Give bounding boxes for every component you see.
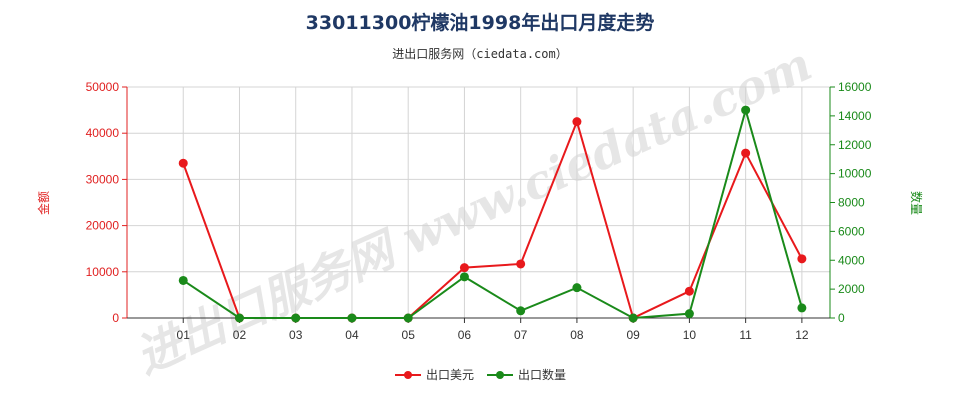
y-axis-label-right: 数量 bbox=[909, 191, 924, 215]
data-point-2 bbox=[797, 303, 807, 313]
right-tick-label: 2000 bbox=[838, 282, 865, 296]
data-point-2 bbox=[178, 275, 188, 285]
data-point-2 bbox=[516, 306, 526, 316]
data-point-2 bbox=[347, 313, 357, 323]
series bbox=[178, 105, 807, 323]
x-tick-label: 04 bbox=[345, 328, 359, 342]
chart-title: 33011300柠檬油1998年出口月度走势 bbox=[306, 11, 655, 34]
data-point-1 bbox=[516, 259, 526, 269]
data-point-1 bbox=[684, 286, 694, 296]
legend-label: 出口数量 bbox=[518, 367, 566, 382]
data-point-2 bbox=[741, 105, 751, 115]
left-tick-label: 0 bbox=[112, 311, 119, 325]
x-tick-label: 07 bbox=[514, 328, 528, 342]
data-point-1 bbox=[797, 254, 807, 264]
x-tick-label: 12 bbox=[795, 328, 809, 342]
x-tick-label: 11 bbox=[739, 328, 752, 342]
x-tick-label: 10 bbox=[683, 328, 697, 342]
grid bbox=[127, 86, 830, 319]
left-tick-label: 10000 bbox=[86, 265, 120, 279]
data-point-1 bbox=[178, 158, 188, 168]
right-tick-label: 4000 bbox=[838, 253, 865, 267]
legend-swatch-marker bbox=[404, 371, 412, 379]
right-tick-label: 0 bbox=[838, 311, 845, 325]
watermark: 进出口服务网 www.ciedata.com bbox=[128, 37, 820, 385]
left-tick-label: 20000 bbox=[86, 219, 120, 233]
data-point-1 bbox=[572, 117, 582, 127]
x-tick-label: 08 bbox=[570, 328, 584, 342]
data-point-1 bbox=[741, 148, 751, 158]
x-tick-label: 02 bbox=[233, 328, 247, 342]
axes: 0 10000 20000 30000 40000 50000 0 2000 4000 6000 8… bbox=[36, 80, 924, 342]
left-tick-label: 50000 bbox=[86, 80, 120, 94]
series-line-2 bbox=[182, 106, 803, 320]
data-point-2 bbox=[291, 313, 301, 323]
right-tick-label: 16000 bbox=[838, 80, 872, 94]
left-tick-label: 40000 bbox=[86, 126, 120, 140]
right-tick-label: 12000 bbox=[838, 138, 872, 152]
left-tick-label: 30000 bbox=[86, 172, 120, 186]
data-point-2 bbox=[403, 313, 413, 323]
x-tick-label: 03 bbox=[289, 328, 303, 342]
data-point-1 bbox=[459, 263, 469, 273]
right-tick-label: 10000 bbox=[838, 167, 872, 181]
data-point-2 bbox=[684, 309, 694, 319]
x-tick-label: 05 bbox=[402, 328, 416, 342]
right-tick-label: 6000 bbox=[838, 224, 865, 238]
data-point-2 bbox=[234, 313, 244, 323]
x-tick-label: 01 bbox=[177, 328, 191, 342]
chart-subtitle: 进出口服务网（ciedata.com） bbox=[392, 46, 567, 61]
x-tick-label: 09 bbox=[626, 328, 640, 342]
y-axis-label-left: 金额 bbox=[36, 191, 51, 215]
legend-label: 出口美元 bbox=[426, 368, 474, 382]
x-tick-label: 06 bbox=[458, 328, 472, 342]
legend-swatch-marker bbox=[496, 371, 504, 379]
data-point-2 bbox=[459, 272, 469, 282]
data-point-2 bbox=[572, 283, 582, 293]
right-tick-label: 8000 bbox=[838, 196, 865, 210]
right-tick-label: 14000 bbox=[838, 109, 872, 123]
legend: 出口美元 出口数量 bbox=[395, 367, 566, 382]
data-point-2 bbox=[628, 313, 638, 323]
